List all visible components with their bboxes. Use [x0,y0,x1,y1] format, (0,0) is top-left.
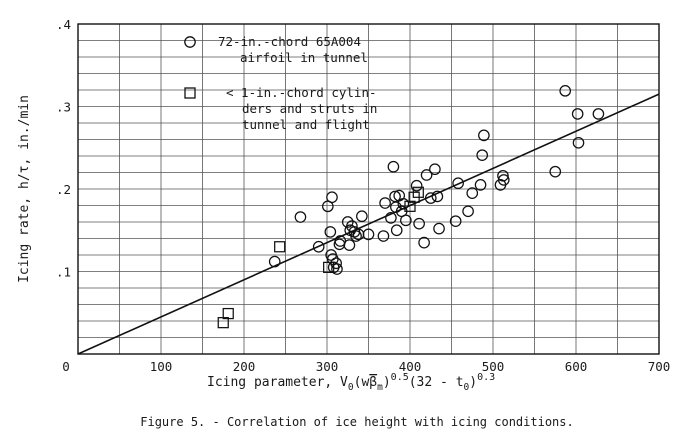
data-point-circle [385,212,397,224]
x-tick-label: 700 [648,359,671,374]
y-tick-label: .1 [56,265,71,280]
legend-circle-label-line1: 72-in.-chord 65A004 [218,34,361,49]
x-axis-label-beta: β [369,375,377,390]
data-point-square [404,200,416,212]
legend-square-label-line2: ders and struts in [242,101,377,116]
data-point-circle [400,214,412,227]
data-point-circle [429,163,441,176]
correlation-fit-line [77,93,660,355]
x-axis-label-exp1: 0.5 [391,372,409,383]
plot-frame [77,23,660,355]
data-point-square [222,307,234,320]
data-point-circle [433,222,445,235]
data-point-circle [559,85,572,97]
legend: 72-in.-chord 65A004 airfoil in tunnel < … [184,34,377,132]
data-point-circle [478,129,490,142]
data-marks [77,85,660,355]
data-point-circle [452,177,464,190]
x-tick-label: 300 [316,359,339,374]
data-point-circle [326,253,339,265]
data-point-circle [331,263,343,275]
y-axis-label: Icing rate, h/τ, in./min [17,95,32,283]
x-axis-label-paren: (w [354,375,370,390]
legend-circle-marker [184,36,196,48]
data-point-circle [377,230,390,242]
data-point-circle [341,216,354,228]
data-point-circle [431,190,444,203]
data-point-square [323,261,335,273]
data-point-circle [387,160,400,173]
grid-lines [78,24,659,354]
data-point-circle [497,174,510,186]
tick-labels: 0 100 200 300 400 500 600 700 .1 .2 .3 .4 [56,17,670,374]
data-point-circle [420,169,433,181]
y-tick-label: .3 [56,100,71,115]
data-point-circle [476,149,489,162]
data-point-circle [418,236,430,249]
x-axis-label-sub0b: 0 [464,382,470,393]
data-point-circle [549,165,562,178]
data-point-circle [466,187,479,199]
x-axis-label: Icing parameter, V0(wβm)0.5(32 - t0)0.3 [207,372,495,393]
legend-square-marker [184,87,196,99]
data-point-circle [324,226,337,238]
data-point-circle [424,192,437,204]
data-point-circle [474,179,487,191]
data-point-circle [350,230,362,242]
data-point-circle [346,220,358,232]
x-tick-label: 0 [62,359,70,374]
x-tick-label: 400 [399,359,422,374]
data-point-circle [462,205,474,218]
data-point-circle [449,215,462,228]
x-axis-label-sub0: 0 [348,382,354,393]
data-point-circle [379,197,391,209]
data-point-circle [397,198,410,210]
x-axis-label-middle: (32 - t [409,375,464,390]
data-point-circle [410,179,423,192]
data-point-circle [294,211,307,223]
data-point-square [412,186,424,198]
data-point-circle [343,239,356,251]
legend-square-label-line3: tunnel and flight [242,117,370,132]
data-point-circle [497,169,509,182]
data-point-circle [312,240,325,253]
data-point-circle [390,224,403,237]
data-point-square [274,241,286,253]
data-point-circle [362,228,375,241]
x-axis-label-close: ) [383,375,391,390]
y-tick-label: .2 [56,182,71,197]
data-point-circle [572,136,585,149]
figure-caption: Figure 5. - Correlation of ice height wi… [140,415,573,429]
x-tick-label: 500 [482,359,505,374]
legend-circle-label-line2: airfoil in tunnel [240,50,368,65]
x-axis-label-main: Icing parameter, V [207,375,348,390]
data-point-circle [413,217,425,230]
x-axis-label-close2: ) [469,375,477,390]
data-point-circle [592,108,605,120]
y-tick-label: .4 [56,17,71,32]
legend-square-label-line1: < 1-in.-chord cylin- [226,85,377,100]
x-tick-label: 600 [565,359,588,374]
x-tick-label: 100 [150,359,173,374]
x-axis-label-subm: m [377,382,383,393]
x-axis-label-exp2: 0.3 [477,372,495,383]
data-point-circle [390,201,402,213]
data-point-circle [268,255,281,268]
data-point-circle [356,210,368,223]
data-point-circle [326,191,338,204]
data-point-circle [571,108,584,120]
x-tick-label: 200 [233,359,256,374]
data-point-circle [330,257,342,270]
